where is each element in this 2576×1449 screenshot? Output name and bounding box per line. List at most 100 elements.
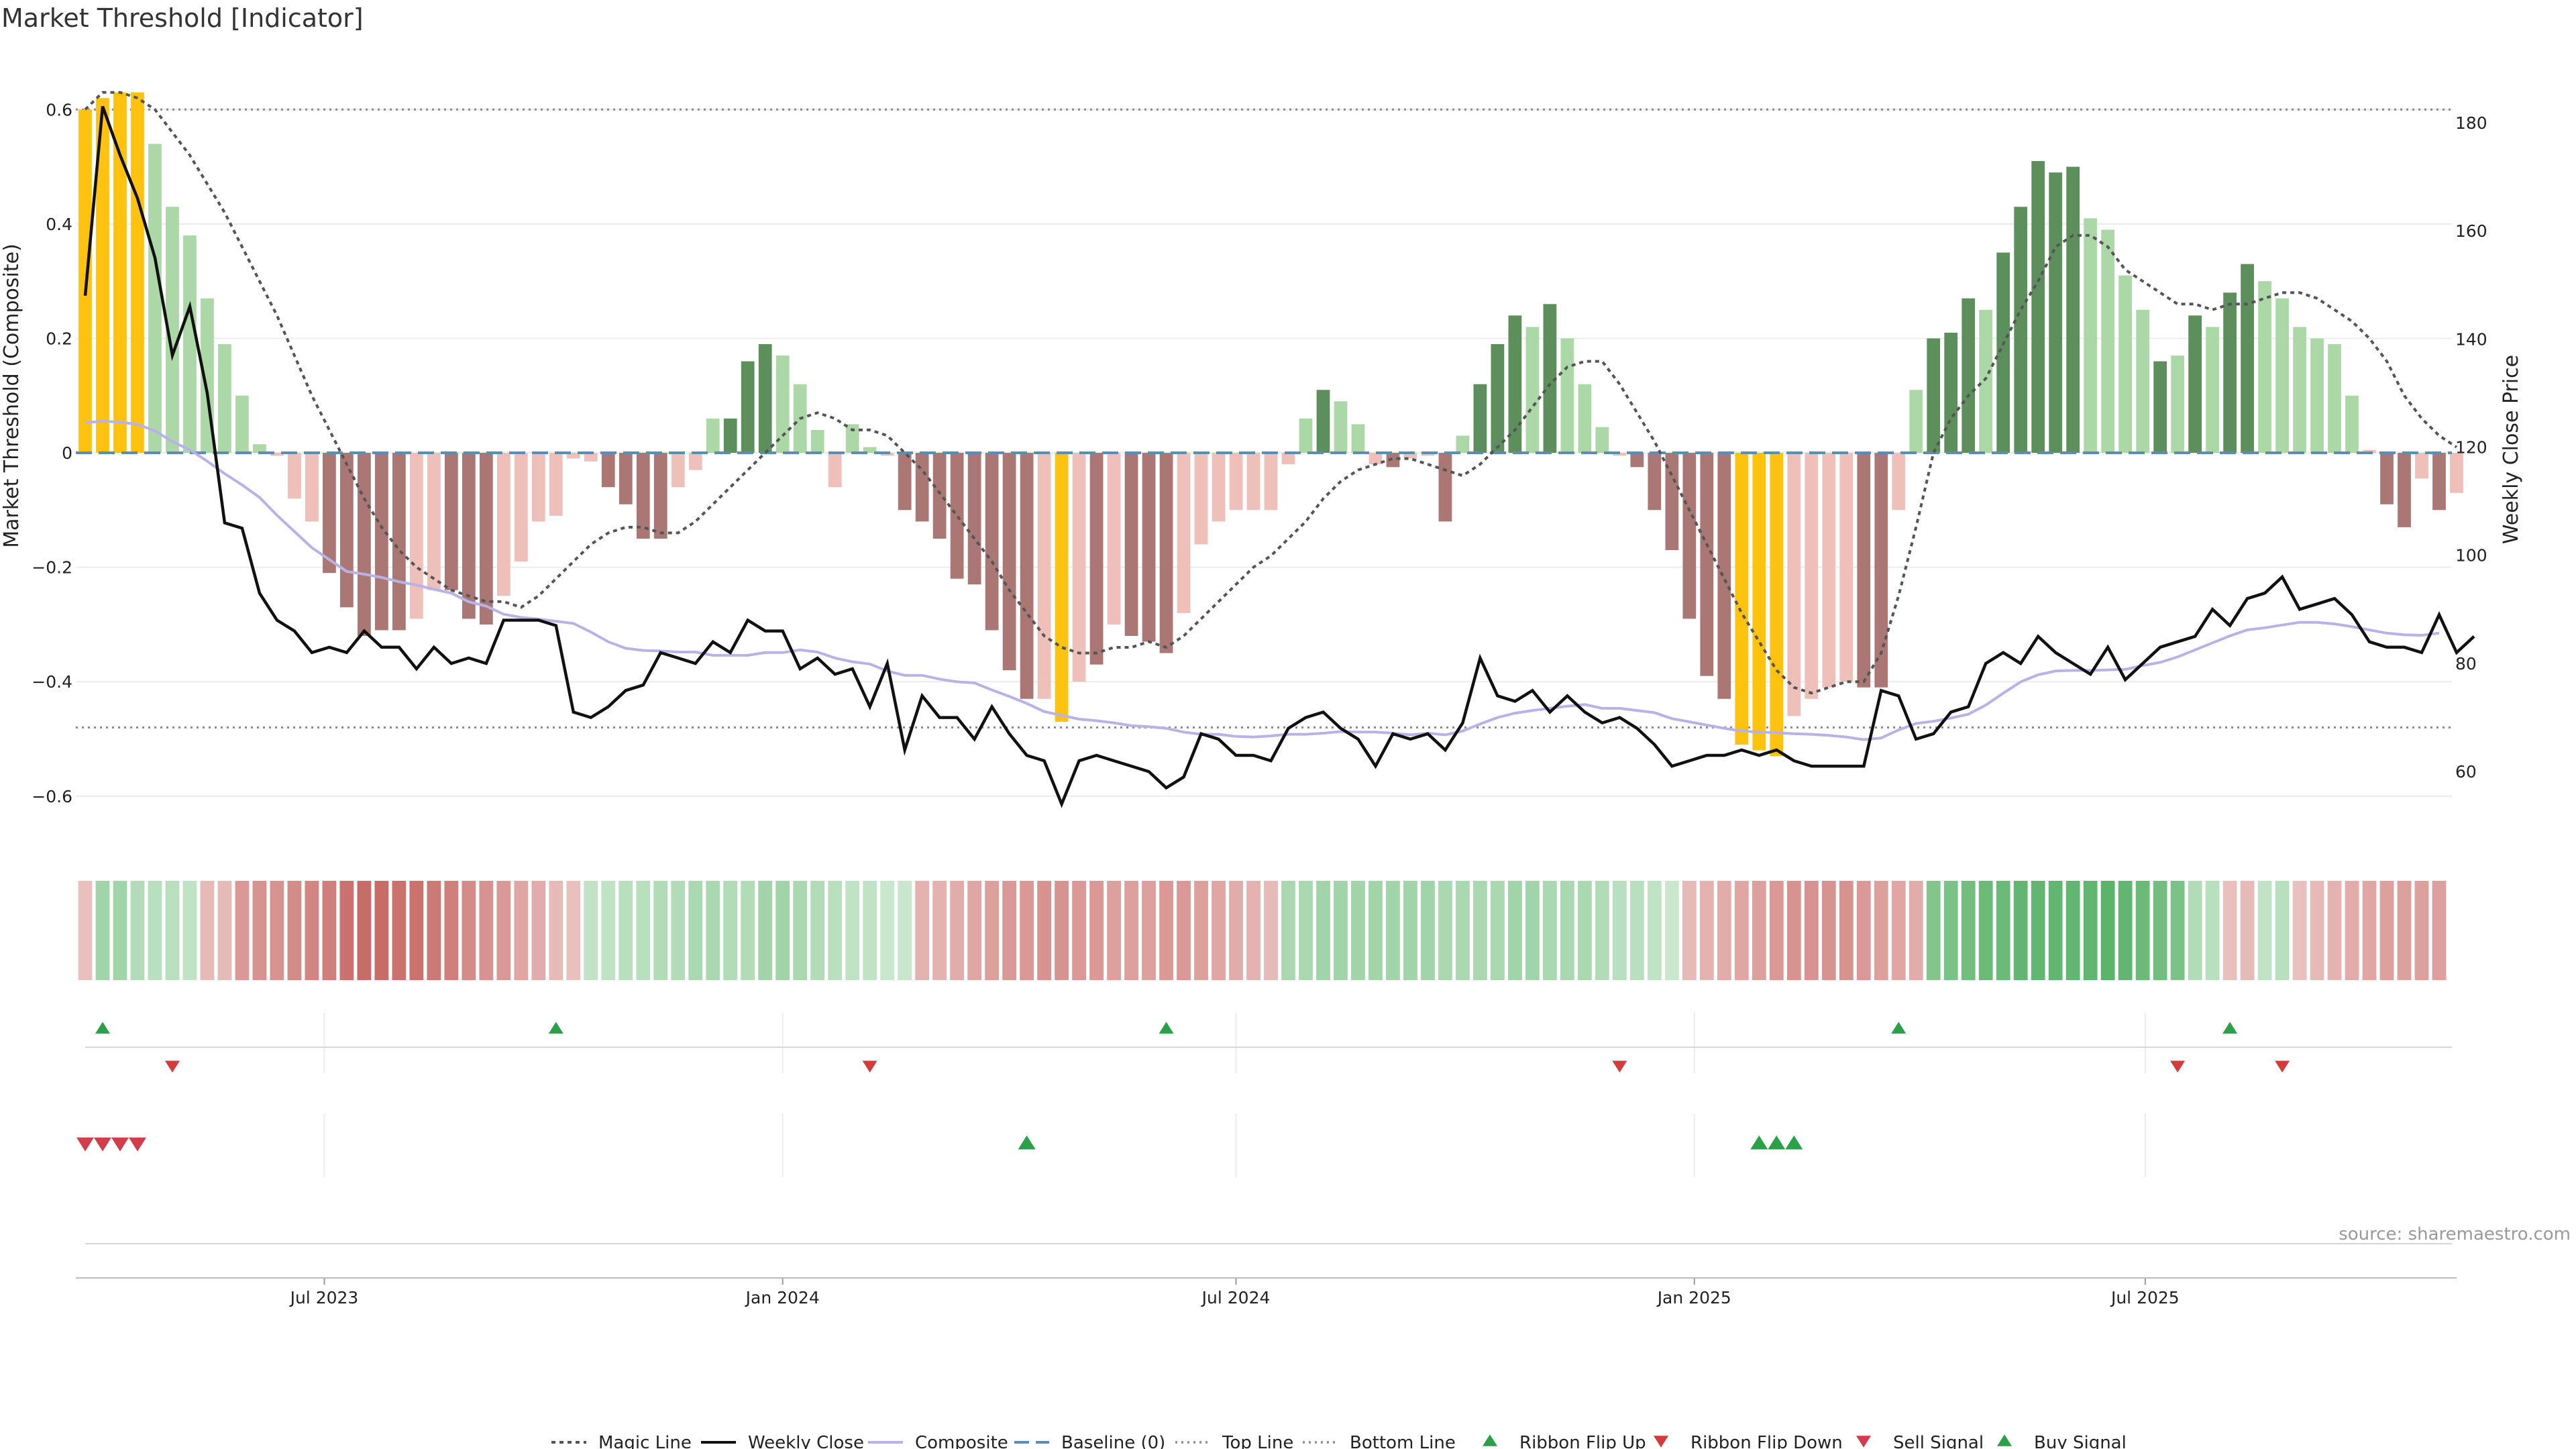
ribbon-cell <box>1491 881 1505 980</box>
composite-bar <box>340 453 354 608</box>
ribbon-cell <box>828 881 843 980</box>
composite-bar <box>1543 304 1557 453</box>
ribbon-cell <box>1734 881 1749 980</box>
composite-bar <box>131 92 144 453</box>
ribbon-cell <box>2100 881 2115 980</box>
composite-bar <box>2153 361 2167 453</box>
y2-tick-label: 160 <box>2455 221 2487 241</box>
ribbon-cell <box>78 881 93 980</box>
composite-bar <box>1839 453 1854 682</box>
composite-bar <box>1996 252 2010 453</box>
ribbon-cell <box>775 881 790 980</box>
ribbon-cell <box>270 881 284 980</box>
y2-tick-label: 60 <box>2455 762 2477 782</box>
composite-bar <box>479 453 493 625</box>
buy-signal-marker <box>1785 1135 1803 1150</box>
composite-bar <box>1595 427 1609 453</box>
composite-bar <box>1212 453 1226 522</box>
legend-label: Top Line <box>1222 1433 1293 1449</box>
ribbon-cell <box>2118 881 2133 980</box>
ribbon-cell <box>2345 881 2359 980</box>
ribbon-cell <box>235 881 250 980</box>
composite-bar <box>1491 343 1505 453</box>
ribbon-flip-down-marker <box>2275 1061 2290 1073</box>
ribbon-cell <box>2362 881 2377 980</box>
composite-bar <box>1299 418 1313 453</box>
ribbon-cell <box>2257 881 2272 980</box>
ribbon-cell <box>1508 881 1522 980</box>
ribbon-cell <box>1577 881 1592 980</box>
ribbon-cell <box>200 881 215 980</box>
composite-bar <box>1368 453 1383 465</box>
ribbon-cell <box>1264 881 1278 980</box>
ribbon-cell <box>1037 881 1051 980</box>
composite-bar <box>2101 229 2115 453</box>
composite-bar <box>1421 453 1435 456</box>
composite-bar <box>549 453 563 516</box>
ribbon-cell <box>723 881 738 980</box>
composite-bar <box>166 207 179 453</box>
ribbon-cell <box>427 881 441 980</box>
ribbon-cell <box>932 881 947 980</box>
composite-bar <box>1055 453 1069 722</box>
composite-bar <box>1456 435 1470 453</box>
ribbon-cell <box>671 881 686 980</box>
legend-label: Magic Line <box>598 1433 692 1449</box>
ribbon-cell <box>1525 881 1540 980</box>
composite-bar <box>148 144 162 453</box>
y-tick-label: −0.6 <box>32 787 72 806</box>
composite-bar <box>305 453 319 522</box>
ribbon-flip-up-marker <box>548 1022 564 1034</box>
composite-bar <box>898 453 912 511</box>
buy-signal-marker <box>1018 1135 1036 1150</box>
composite-bar <box>741 361 755 453</box>
ribbon-cell <box>1334 881 1348 980</box>
x-tick-label: Jul 2025 <box>2110 1288 2180 1307</box>
composite-bar <box>1508 315 1522 453</box>
legend-swatch <box>1483 1434 1497 1446</box>
composite-bar <box>932 453 947 539</box>
composite-bar <box>444 453 458 590</box>
ribbon-cell <box>2310 881 2324 980</box>
composite-bar <box>1665 453 1679 551</box>
legend-swatch <box>1856 1436 1871 1448</box>
ribbon-cell <box>462 881 476 980</box>
ribbon-cell <box>1699 881 1714 980</box>
ribbon-cell <box>95 881 110 980</box>
ribbon-cell <box>1821 881 1836 980</box>
ribbon-cell <box>1891 881 1906 980</box>
ribbon-panel <box>78 881 2447 980</box>
composite-bar <box>1857 453 1871 688</box>
ribbon-cell <box>758 881 773 980</box>
ribbon-cell <box>444 881 459 980</box>
y2-tick-label: 120 <box>2455 438 2487 458</box>
composite-bar <box>253 444 266 453</box>
ribbon-cell <box>985 881 1000 980</box>
composite-bar <box>514 453 528 562</box>
composite-bar <box>810 429 824 453</box>
ribbon-cell <box>217 881 232 980</box>
composite-bar <box>758 343 772 453</box>
composite-bar <box>409 453 423 619</box>
ribbon-cell <box>1212 881 1226 980</box>
ribbon-cell <box>392 881 407 980</box>
y2-tick-label: 140 <box>2455 329 2487 349</box>
composite-bar <box>723 418 737 453</box>
ribbon-cell <box>1943 881 1958 980</box>
composite-bar <box>1159 453 1173 653</box>
composite-bar <box>2223 292 2237 453</box>
composite-bar <box>113 92 127 453</box>
ribbon-cell <box>584 881 598 980</box>
ribbon-cell <box>619 881 633 980</box>
ribbon-cell <box>1786 881 1801 980</box>
ribbon-cell <box>130 881 145 980</box>
composite-bar <box>1264 453 1278 511</box>
composite-bar <box>1194 453 1208 545</box>
ribbon-cell <box>1926 881 1941 980</box>
y-tick-label: 0.6 <box>46 100 72 119</box>
x-axis: Jul 2023 Jan 2024 Jul 2024 Jan 2025 Jul 2025 <box>76 1277 2457 1307</box>
ribbon-cell <box>2188 881 2202 980</box>
ribbon-cell <box>322 881 337 980</box>
ribbon-cell <box>2048 881 2063 980</box>
ribbon-cell <box>1874 881 1888 980</box>
